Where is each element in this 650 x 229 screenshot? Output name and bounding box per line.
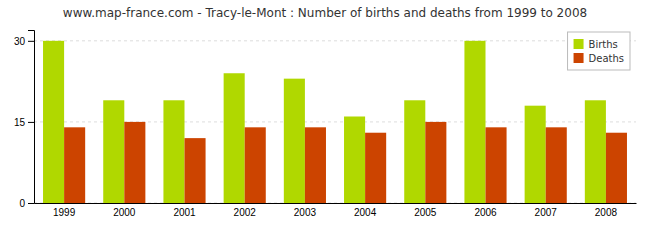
- chart-container: www.map-france.com - Tracy-le-Mont : Num…: [0, 0, 650, 229]
- tick-label: 2002: [234, 207, 257, 218]
- tick-label: 1999: [53, 207, 76, 218]
- tick-label: 30: [14, 36, 26, 47]
- axis-domain: [35, 203, 637, 204]
- chart-svg: www.map-france.com - Tracy-le-Mont : Num…: [0, 0, 650, 229]
- bar-series: [64, 122, 627, 203]
- bar: [245, 127, 266, 203]
- tick-mark: [28, 41, 34, 42]
- bar: [124, 122, 145, 203]
- tick-label: 2007: [535, 207, 558, 218]
- bar: [525, 106, 546, 203]
- tick-label: 2005: [414, 207, 437, 218]
- bar: [606, 133, 627, 203]
- tick-mark: [28, 203, 34, 204]
- chart-title: www.map-france.com - Tracy-le-Mont : Num…: [63, 6, 587, 20]
- bar: [486, 127, 507, 203]
- tick: 2006: [474, 207, 497, 218]
- legend-item: Deaths: [574, 53, 624, 64]
- tick-mark: [28, 122, 34, 123]
- bar: [305, 127, 326, 203]
- axis-domain: [28, 31, 35, 204]
- bar: [344, 117, 365, 204]
- bar: [185, 138, 206, 203]
- legend-label: Deaths: [589, 53, 624, 64]
- legend: Births Deaths: [568, 32, 630, 70]
- bar: [284, 79, 305, 203]
- tick-label: 2008: [595, 207, 618, 218]
- bar-series: [43, 41, 606, 203]
- bar: [365, 133, 386, 203]
- tick-label: 15: [14, 117, 26, 128]
- tick: 2001: [173, 207, 196, 218]
- tick-label: 0: [19, 198, 25, 209]
- tick: 15: [14, 117, 34, 128]
- tick: 0: [19, 198, 34, 209]
- tick: 2008: [595, 207, 618, 218]
- tick: 2005: [414, 207, 437, 218]
- tick: 2000: [113, 207, 136, 218]
- legend-box: [568, 32, 630, 70]
- bar: [43, 41, 64, 203]
- bar: [464, 41, 485, 203]
- grid-line: [34, 40, 636, 41]
- bar: [224, 73, 245, 203]
- legend-swatch: [574, 53, 584, 63]
- legend-label: Births: [589, 39, 618, 50]
- legend-item: Births: [574, 39, 618, 50]
- tick-label: 2006: [474, 207, 497, 218]
- bar: [425, 122, 446, 203]
- tick: 2003: [294, 207, 317, 218]
- tick: 30: [14, 36, 34, 47]
- bar: [546, 127, 567, 203]
- bar: [163, 100, 184, 203]
- bar: [404, 100, 425, 203]
- y-axis: 0 15 30: [14, 31, 35, 209]
- legend-swatch: [574, 39, 584, 49]
- tick: 1999: [53, 207, 76, 218]
- tick: 2004: [354, 207, 377, 218]
- x-axis: 1999 2000 2001 2002 2003 2004 2005 2006 2007 2008: [35, 204, 637, 219]
- tick: 2002: [234, 207, 257, 218]
- tick-label: 2001: [173, 207, 196, 218]
- bar: [103, 100, 124, 203]
- tick-label: 2003: [294, 207, 317, 218]
- grid: [34, 41, 636, 203]
- tick-label: 2004: [354, 207, 377, 218]
- bar: [585, 100, 606, 203]
- tick-label: 2000: [113, 207, 136, 218]
- bars: [43, 41, 627, 203]
- tick: 2007: [535, 207, 558, 218]
- plot-area: 0 15 30 1999 2000 2001 2002 2003 2004 2005 2006 200…: [14, 31, 637, 219]
- bar: [64, 127, 85, 203]
